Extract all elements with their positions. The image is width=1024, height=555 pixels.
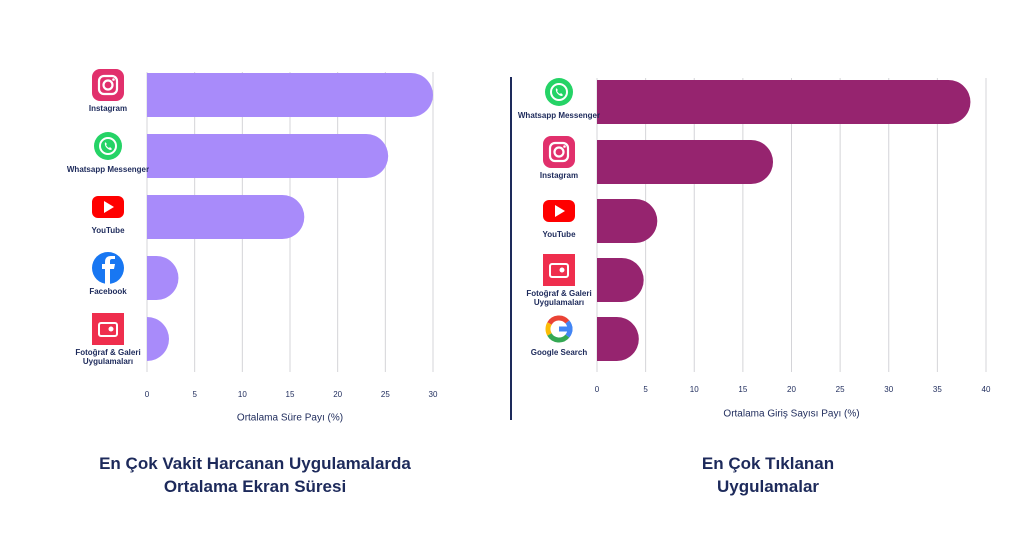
- x-tick-label: 40: [982, 385, 991, 394]
- icon-line: [97, 74, 119, 96]
- icon-bg: [545, 78, 573, 106]
- icon-dot: [563, 145, 566, 148]
- chart-title: En Çok Tıklanan: [701, 454, 835, 473]
- bar: [147, 73, 433, 117]
- x-tick-label: 35: [933, 385, 942, 394]
- x-tick-label: 10: [690, 385, 699, 394]
- icon-phone: [555, 88, 563, 96]
- icon-dot: [112, 78, 115, 81]
- app-icon: [92, 69, 124, 101]
- x-tick-label: 30: [884, 385, 893, 394]
- icon-arc: [547, 315, 570, 325]
- x-tick-label: 25: [381, 390, 390, 399]
- icon-line: [102, 79, 114, 91]
- x-tick-label: 0: [145, 390, 150, 399]
- x-tick-label: 20: [333, 390, 342, 399]
- icon-line: [549, 263, 569, 278]
- category-label: Google Search: [530, 348, 588, 357]
- bar: [597, 199, 658, 243]
- icon-play: [104, 201, 114, 213]
- category-label: YouTube: [542, 230, 576, 239]
- x-tick-label: 5: [643, 385, 648, 394]
- category-label: YouTube: [91, 226, 125, 235]
- app-icon: [92, 313, 124, 345]
- category-label: Instagram: [539, 171, 579, 180]
- chart-title: En Çok Vakit Harcanan Uygulamalarda: [99, 454, 411, 473]
- icon-phone: [104, 142, 112, 150]
- icon-bg: [94, 132, 122, 160]
- chart-title: Uygulamalar: [716, 477, 820, 496]
- category-label: Whatsapp Messenger: [517, 111, 601, 120]
- x-tick-label: 15: [738, 385, 747, 394]
- chart-title: Ortalama Ekran Süresi: [163, 477, 347, 496]
- bar: [597, 317, 639, 361]
- icon-f: [102, 256, 115, 284]
- icon-play: [555, 205, 565, 217]
- x-tick-label: 0: [595, 385, 600, 394]
- icon-arc: [547, 333, 570, 343]
- icon-line: [553, 146, 565, 158]
- bar: [597, 140, 774, 185]
- x-tick-label: 20: [787, 385, 796, 394]
- app-icon: [543, 254, 575, 286]
- icon-line: [98, 322, 118, 337]
- app-icon: [545, 315, 573, 343]
- icon-bg: [92, 69, 124, 101]
- app-icon: [94, 132, 122, 160]
- app-icon: [92, 196, 124, 218]
- app-icon: [543, 136, 575, 168]
- app-icon: [92, 252, 124, 284]
- x-tick-label: 10: [238, 390, 247, 399]
- x-axis-label: Ortalama Giriş Sayısı Payı (%): [723, 409, 859, 420]
- bar: [147, 256, 179, 300]
- icon-arc: [545, 322, 552, 336]
- app-icon: [543, 200, 575, 222]
- category-label: Fotoğraf & Galeri Uygulamaları: [526, 289, 592, 307]
- icon-bg: [92, 313, 124, 345]
- icon-line: [548, 141, 570, 163]
- x-tick-label: 5: [192, 390, 197, 399]
- bar: [147, 134, 389, 178]
- icon-dot: [559, 267, 565, 273]
- x-axis-label: Ortalama Süre Payı (%): [237, 413, 343, 424]
- icon-dot: [108, 326, 114, 332]
- bar: [597, 258, 644, 302]
- category-label: Facebook: [89, 287, 127, 296]
- category-label: Instagram: [88, 104, 128, 113]
- x-tick-label: 15: [286, 390, 295, 399]
- x-tick-label: 30: [429, 390, 438, 399]
- bar: [147, 195, 305, 240]
- x-tick-label: 25: [836, 385, 845, 394]
- category-label: Fotoğraf & Galeri Uygulamaları: [75, 348, 141, 366]
- bar: [597, 80, 971, 124]
- bar: [147, 317, 169, 361]
- category-label: Whatsapp Messenger: [66, 165, 150, 174]
- icon-bg: [543, 254, 575, 286]
- icon-line: [550, 83, 568, 101]
- icon-bg: [543, 136, 575, 168]
- app-icon: [545, 78, 573, 106]
- icon-line: [99, 137, 117, 155]
- icon-bar: [559, 326, 573, 332]
